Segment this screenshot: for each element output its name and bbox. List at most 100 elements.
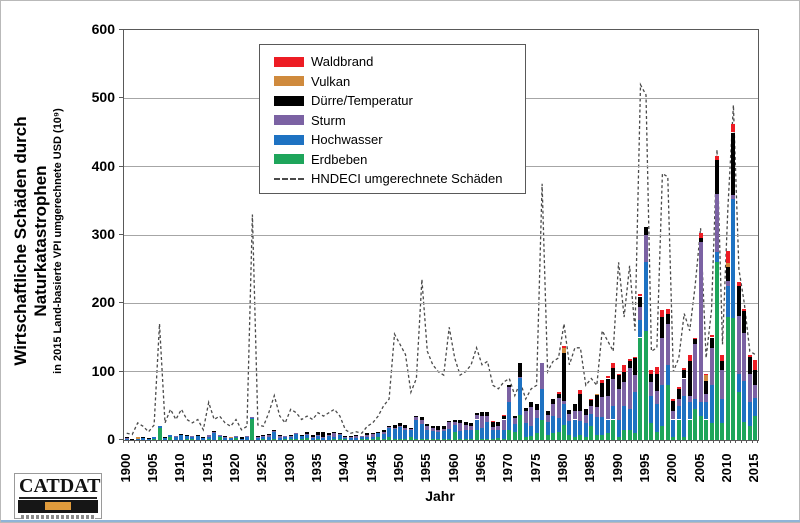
x-tick-mark [571,440,573,443]
bar-segment-erdbeben [135,439,140,441]
bar-segment-erdbeben [316,439,321,441]
bar-segment-d-rre-temperatur [622,371,627,382]
bar-segment-erdbeben [545,434,550,440]
y-axis-subtitle: in 2015 Land-basierte VPI umgerechnete U… [52,108,64,374]
bar-segment-waldbrand [654,366,659,374]
x-tick-mark [139,440,141,443]
x-tick-mark [751,440,753,443]
bar-segment-hochwasser [157,426,162,428]
x-tick-mark [675,440,677,443]
bar-segment-d-rre-temperatur [419,417,424,421]
bar-segment-sturm [299,435,304,437]
bar-segment-waldbrand [633,356,638,358]
x-tick-mark [757,440,758,443]
bar-segment-vulkan [704,375,709,381]
bar-segment-sturm [277,435,282,438]
x-tick-mark [691,440,693,443]
bar-segment-d-rre-temperatur [354,435,359,437]
x-tick-label: 1965 [472,453,488,483]
bar-segment-sturm [512,418,517,424]
bar-segment-d-rre-temperatur [600,383,605,397]
bar-segment-d-rre-temperatur [715,159,719,194]
bar-segment-hochwasser [376,433,381,438]
bar-segment-d-rre-temperatur [162,437,167,439]
bar-segment-d-rre-temperatur [687,361,692,396]
legend-label: HNDECI umgerechnete Schäden [311,171,503,187]
y-tick-label: 100 [91,362,115,379]
x-tick-label: 1900 [117,453,133,483]
bar-segment-sturm [244,435,249,438]
bar-segment-sturm [392,427,397,430]
bar-segment-sturm [507,386,512,403]
x-tick-mark [150,440,152,443]
bar-segment-sturm [348,437,353,439]
bar-segment-sturm [660,337,665,386]
bar-segment-sturm [212,431,217,434]
bar-segment-hochwasser [332,436,337,440]
bar-segment-hochwasser [534,418,539,434]
bar-segment-d-rre-temperatur [305,432,310,434]
bar-segment-erdbeben [501,438,506,440]
bar-segment-hochwasser [294,433,299,440]
bar-segment-d-rre-temperatur [370,433,375,435]
x-tick-label: 1975 [527,453,543,483]
bar-segment-d-rre-temperatur [310,434,315,438]
legend-item: Dürre/Temperatur [274,91,525,111]
bar-segment-hochwasser [605,419,610,434]
bar-segment-d-rre-temperatur [124,437,129,439]
bar-segment-d-rre-temperatur [452,419,457,422]
x-tick-mark [210,440,212,443]
x-tick-mark [423,440,425,443]
bar-segment-hochwasser [206,436,211,440]
x-tick-label: 2005 [691,453,707,483]
x-tick-mark [330,440,332,443]
x-tick-mark [598,440,600,443]
x-tick-mark [516,440,518,443]
x-tick-mark [664,440,666,443]
bar-segment-d-rre-temperatur [534,404,539,410]
bar-segment-erdbeben [419,439,424,441]
bar-segment-d-rre-temperatur [638,296,643,307]
bar-segment-sturm [583,414,588,423]
bar-segment-hochwasser [168,435,173,437]
bar-segment-hochwasser [337,434,342,439]
x-tick-label: 1960 [445,453,461,483]
bar-segment-hochwasser [687,402,692,420]
x-tick-mark [123,440,124,443]
bar-segment-sturm [567,414,572,421]
bar-segment-erdbeben [305,437,310,440]
x-tick-mark [390,440,392,443]
bar-segment-waldbrand [556,392,561,395]
bar-segment-d-rre-temperatur [398,422,402,426]
x-tick-mark [549,440,551,443]
bar-segment-sturm [720,370,725,399]
legend-dashed-line-swatch [274,177,304,180]
x-tick-mark [467,440,469,443]
bar-segment-sturm [408,428,413,430]
x-tick-mark [614,440,616,443]
bar-segment-hochwasser [283,437,288,440]
bar-segment-hochwasser [507,402,512,430]
bar-segment-erdbeben [184,438,189,440]
x-tick-mark [560,440,562,443]
x-tick-mark [724,440,726,443]
bar-segment-erdbeben [206,439,211,441]
bar-segment-sturm [534,409,539,419]
x-tick-mark [642,440,644,443]
bar-segment-hochwasser [130,439,135,441]
bar-segment-d-rre-temperatur [676,388,681,399]
catdat-logo-fineprint [21,515,95,519]
bar-segment-erdbeben [534,433,539,440]
bar-segment-waldbrand [611,363,616,369]
y-axis-title-line2: Naturkatastrophen [31,165,50,317]
bar-segment-sturm [452,421,457,425]
bar-segment-erdbeben [512,431,517,440]
x-tick-mark [259,440,261,443]
bar-segment-erdbeben [660,426,665,440]
legend-item: Waldbrand [274,52,525,72]
x-tick-mark [636,440,638,443]
bar-segment-hochwasser [682,395,687,437]
bar-segment-erdbeben [359,438,364,440]
y-tick-mark [119,234,123,235]
bar-segment-d-rre-temperatur [753,370,758,385]
